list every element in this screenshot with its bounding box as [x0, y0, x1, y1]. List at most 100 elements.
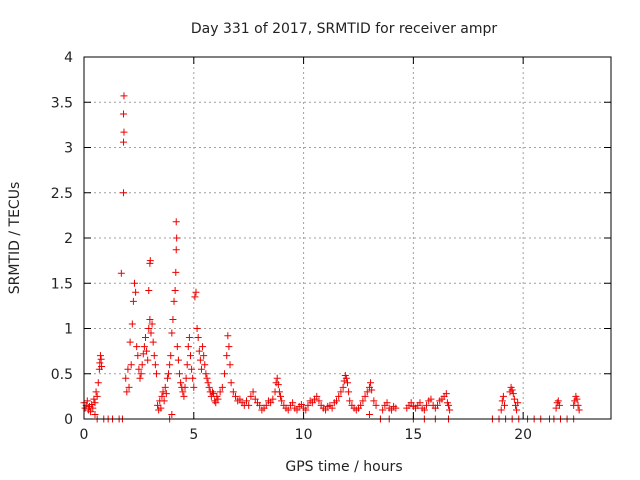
data-point [120, 110, 128, 118]
data-point [245, 401, 253, 409]
data-point [91, 410, 99, 418]
data-point [232, 392, 240, 400]
data-point [122, 374, 130, 382]
data-point [227, 379, 235, 387]
data-point [132, 288, 140, 296]
data-point [224, 332, 232, 340]
data-point [191, 293, 199, 301]
x-axis-label: GPS time / hours [285, 459, 402, 475]
data-point [143, 347, 151, 355]
data-point [379, 406, 387, 414]
data-point [211, 397, 219, 405]
data-point [117, 269, 125, 277]
y-tick-label: 1.5 [51, 276, 73, 292]
data-point [368, 386, 376, 394]
data-point [92, 388, 100, 396]
data-point [147, 329, 155, 337]
data-point [163, 374, 171, 382]
data-point [200, 352, 208, 360]
data-point [302, 406, 310, 414]
data-point [434, 401, 442, 409]
data-point [125, 383, 133, 391]
data-point [174, 356, 182, 364]
data-point [205, 383, 213, 391]
y-tick-label: 2.5 [51, 186, 73, 202]
data-point [127, 361, 135, 369]
data-point [149, 338, 157, 346]
data-point [370, 397, 378, 405]
data-point [499, 392, 507, 400]
data-point [304, 401, 312, 409]
data-point [247, 392, 255, 400]
data-point [182, 374, 190, 382]
data-point [192, 288, 200, 296]
data-point [165, 370, 173, 378]
data-point [176, 370, 184, 378]
data-point [126, 338, 134, 346]
data-point [365, 410, 373, 418]
data-point [273, 374, 281, 382]
x-tick-label: 10 [295, 427, 313, 443]
data-point [236, 395, 244, 403]
data-point [88, 401, 96, 409]
data-point [170, 297, 178, 305]
x-tick-label: 20 [514, 427, 532, 443]
data-point [168, 329, 176, 337]
data-point [158, 392, 166, 400]
data-point [575, 406, 583, 414]
axis-ticks [83, 56, 611, 420]
data-point [128, 320, 136, 328]
data-point [188, 365, 196, 373]
data-point [509, 390, 517, 398]
data-point [166, 361, 174, 369]
data-point [97, 355, 105, 363]
data-point [216, 388, 224, 396]
data-point [93, 392, 101, 400]
data-point [573, 395, 581, 403]
data-point [226, 361, 234, 369]
data-point [150, 352, 158, 360]
data-point [367, 379, 375, 387]
data-point [510, 395, 518, 403]
data-point [445, 401, 453, 409]
data-point [186, 352, 194, 360]
data-point [256, 401, 264, 409]
data-point [145, 286, 153, 294]
data-point [144, 356, 152, 364]
data-point [159, 388, 167, 396]
data-point [145, 325, 153, 332]
data-point [124, 365, 132, 373]
data-point [335, 392, 343, 400]
data-point [161, 383, 169, 391]
data-point [89, 404, 97, 412]
data-point [383, 399, 391, 407]
data-point [131, 279, 139, 287]
data-point [204, 379, 212, 387]
data-point [274, 381, 282, 389]
data-point [297, 401, 305, 409]
data-point [554, 397, 562, 405]
data-point [267, 399, 275, 407]
data-point [120, 138, 128, 146]
data-point [133, 343, 141, 351]
data-point [135, 365, 143, 373]
data-point [129, 297, 137, 305]
data-point [344, 379, 351, 387]
y-tick-label: 0.5 [51, 367, 73, 383]
data-point [446, 406, 454, 414]
data-point [157, 404, 165, 412]
data-point [152, 370, 160, 378]
data-point [359, 397, 367, 405]
data-point [168, 410, 176, 418]
data-point [212, 399, 220, 407]
data-point [574, 401, 582, 409]
data-point [214, 395, 222, 403]
data-point [289, 399, 297, 407]
data-point [185, 334, 193, 342]
data-point [167, 352, 175, 360]
data-point [501, 401, 509, 409]
data-point [249, 388, 257, 396]
data-point [342, 374, 350, 382]
data-point [179, 388, 187, 396]
data-point [151, 361, 159, 369]
